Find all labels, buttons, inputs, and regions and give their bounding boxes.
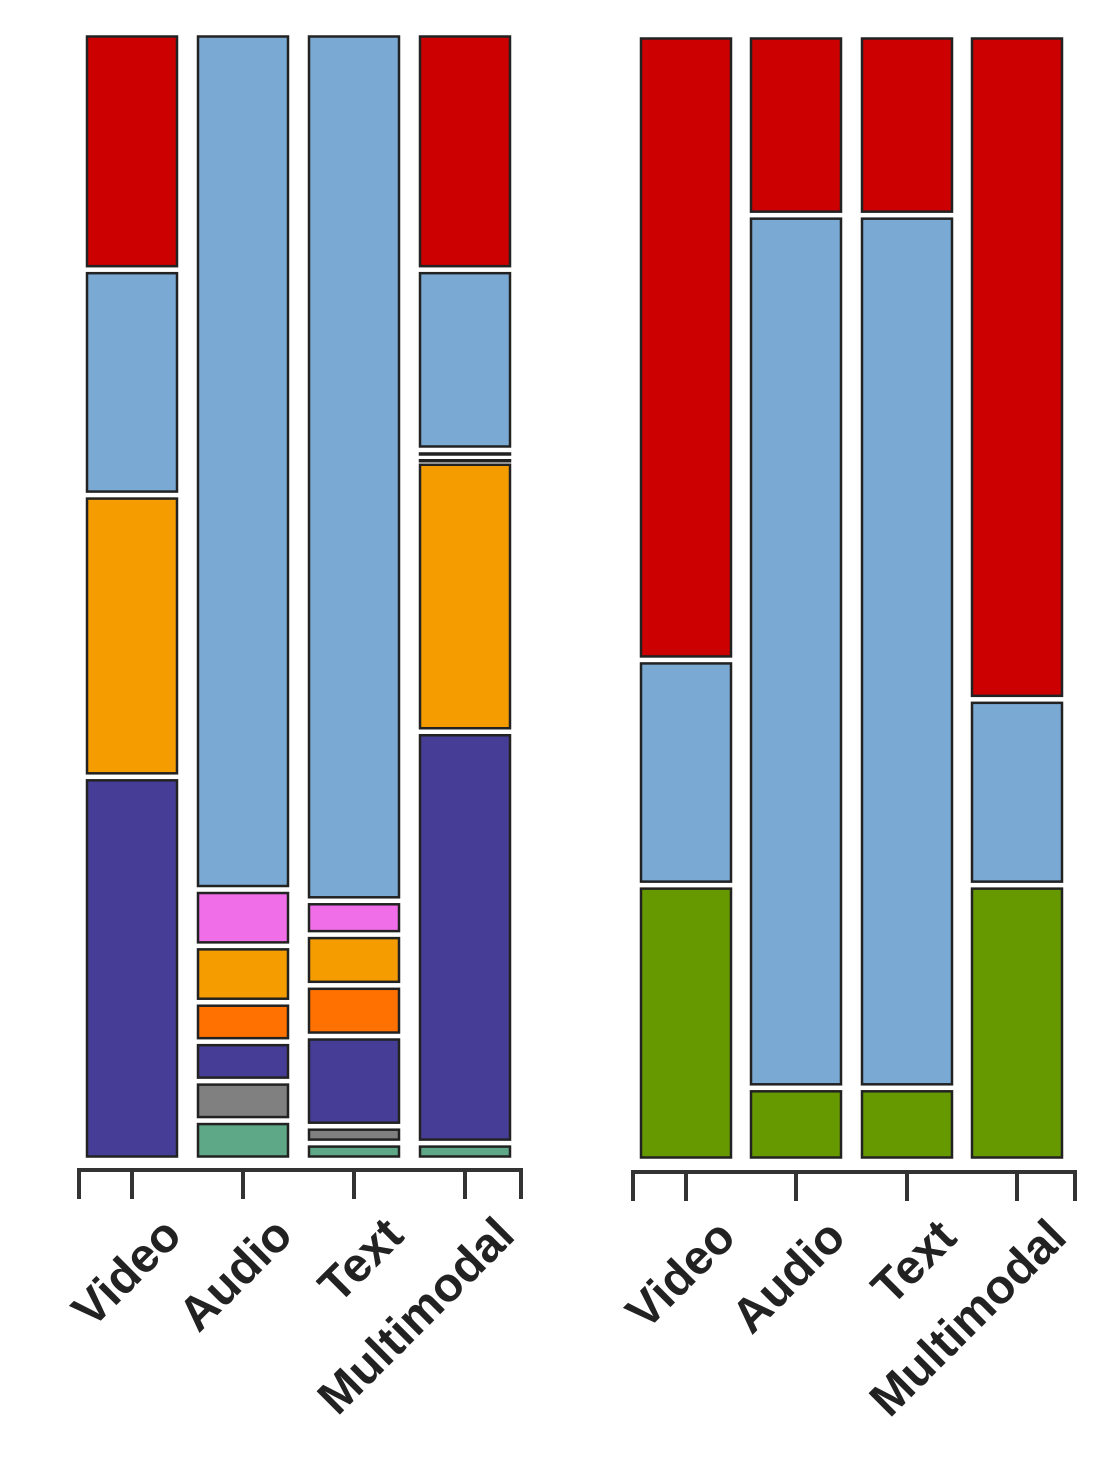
bar-segment-multimodal-4 [418,452,512,456]
bar-segment-audio-5 [196,891,290,944]
bar-segment-multimodal-3 [418,459,512,463]
bar-segment-text-3 [307,987,401,1034]
bar-segment-multimodal-0 [970,887,1064,1159]
bar-segment-video-0 [85,779,179,1158]
bar-segment-text-0 [307,1145,401,1158]
x-tick-label-multimodal: Multimodal [308,1208,525,1425]
bar-segment-text-4 [307,936,401,984]
bar-segment-video-3 [85,35,179,268]
bar-segment-video-1 [639,662,733,883]
bar-segment-audio-2 [749,37,843,213]
bar-segment-video-2 [639,37,733,658]
bar-segment-audio-1 [749,217,843,1086]
bar-segment-multimodal-5 [418,271,512,448]
bar-segment-multimodal-2 [418,463,512,730]
bar-segment-multimodal-1 [970,701,1064,883]
x-tick-label-video: Video [62,1208,191,1337]
bar-segment-video-0 [639,887,733,1159]
bar-segment-multimodal-1 [418,733,512,1141]
bar-segment-text-0 [860,1090,954,1159]
bar-segment-audio-0 [196,1122,290,1158]
bar-segment-multimodal-2 [970,37,1064,698]
bar-segment-text-2 [860,37,954,213]
x-tick-label-video: Video [616,1210,745,1339]
x-tick-label-audio: Audio [722,1210,856,1344]
bar-segment-audio-1 [196,1083,290,1119]
bar-segment-text-6 [307,35,401,899]
bar-segment-video-2 [85,271,179,493]
bar-segment-audio-2 [196,1043,290,1079]
bar-segment-text-1 [860,217,954,1086]
bar-segment-text-5 [307,903,401,933]
bar-segment-text-1 [307,1128,401,1141]
bar-segment-multimodal-0 [418,1145,512,1158]
x-tick-label-multimodal: Multimodal [860,1210,1077,1427]
bar-segment-audio-0 [749,1090,843,1159]
bar-segment-multimodal-6 [418,35,512,268]
bar-segment-text-2 [307,1038,401,1124]
bar-segment-audio-4 [196,948,290,1000]
bar-segment-video-1 [85,497,179,775]
bar-segment-audio-6 [196,35,290,888]
bar-segment-audio-3 [196,1004,290,1040]
x-tick-label-audio: Audio [169,1208,303,1342]
